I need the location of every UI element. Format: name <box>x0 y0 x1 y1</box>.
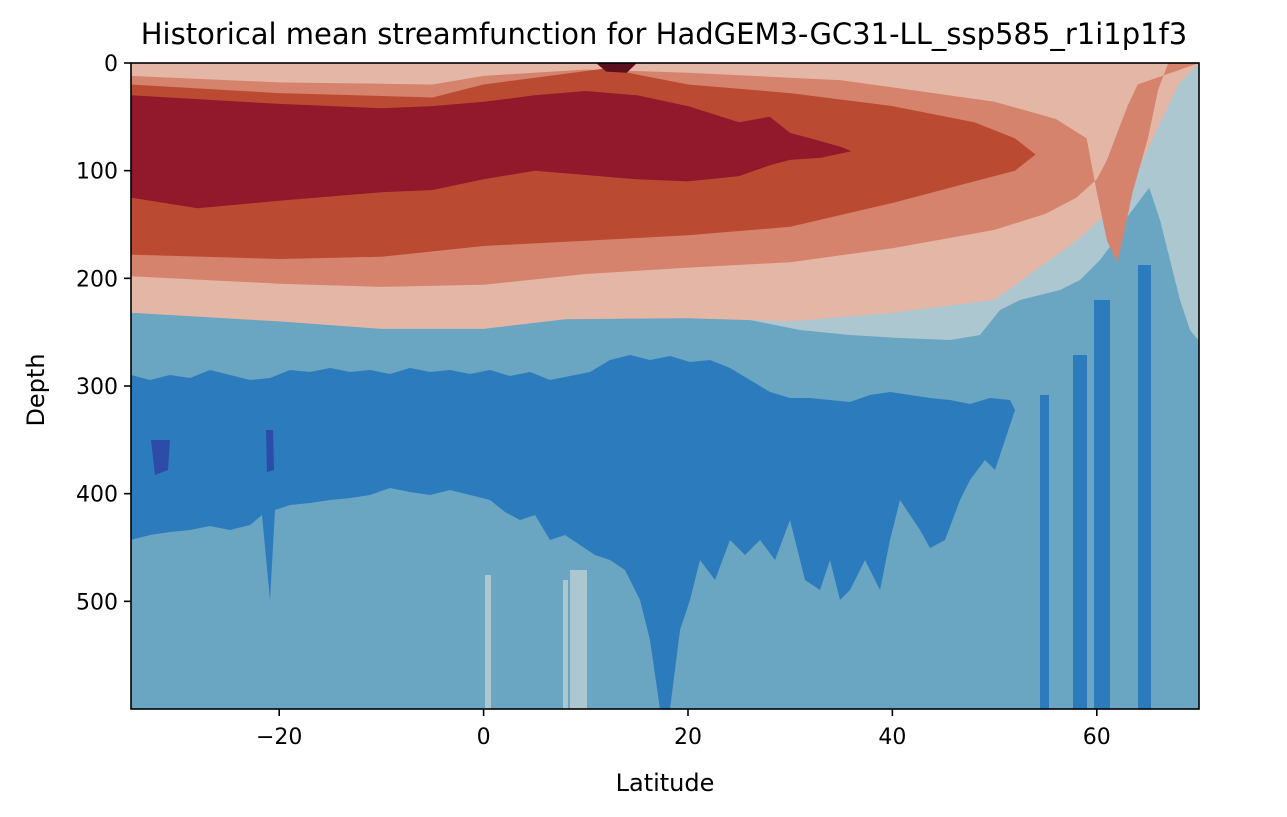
y-tick-label: 300 <box>76 375 118 400</box>
x-tick-label: 40 <box>878 725 906 750</box>
surface-dark-red-core <box>596 63 637 73</box>
light-column-2 <box>563 580 568 709</box>
y-tick-label: 500 <box>76 590 118 615</box>
blue-stripe-3 <box>1094 300 1110 709</box>
y-tick-label: 100 <box>76 160 118 185</box>
light-column-3 <box>570 570 587 709</box>
x-tick-label: −20 <box>256 725 302 750</box>
chart-title: Historical mean streamfunction for HadGE… <box>141 17 1187 51</box>
x-tick-label: 0 <box>477 725 491 750</box>
y-axis-label: Depth <box>22 353 50 426</box>
blue-stripe-4 <box>1138 265 1151 709</box>
x-tick-label: 20 <box>674 725 702 750</box>
light-column-1 <box>485 575 491 709</box>
dark-blue-patch-mid <box>266 430 274 472</box>
mid-depth-blue-block <box>131 355 1015 709</box>
y-tick-label: 0 <box>104 52 118 77</box>
contour-bands <box>131 63 1199 329</box>
x-axis-label: Latitude <box>616 769 715 797</box>
y-tick-label: 400 <box>76 483 118 508</box>
dark-blue-patch-left <box>151 440 170 475</box>
blue-stripe-1 <box>1040 395 1049 709</box>
y-axis: 0 100 200 300 400 500 <box>76 52 131 615</box>
blue-stripe-2 <box>1073 355 1087 709</box>
dark-red-core <box>131 91 852 209</box>
plot-area <box>131 63 1199 709</box>
y-tick-label: 200 <box>76 267 118 292</box>
x-axis: −20 0 20 40 60 <box>256 709 1111 750</box>
x-tick-label: 60 <box>1083 725 1111 750</box>
